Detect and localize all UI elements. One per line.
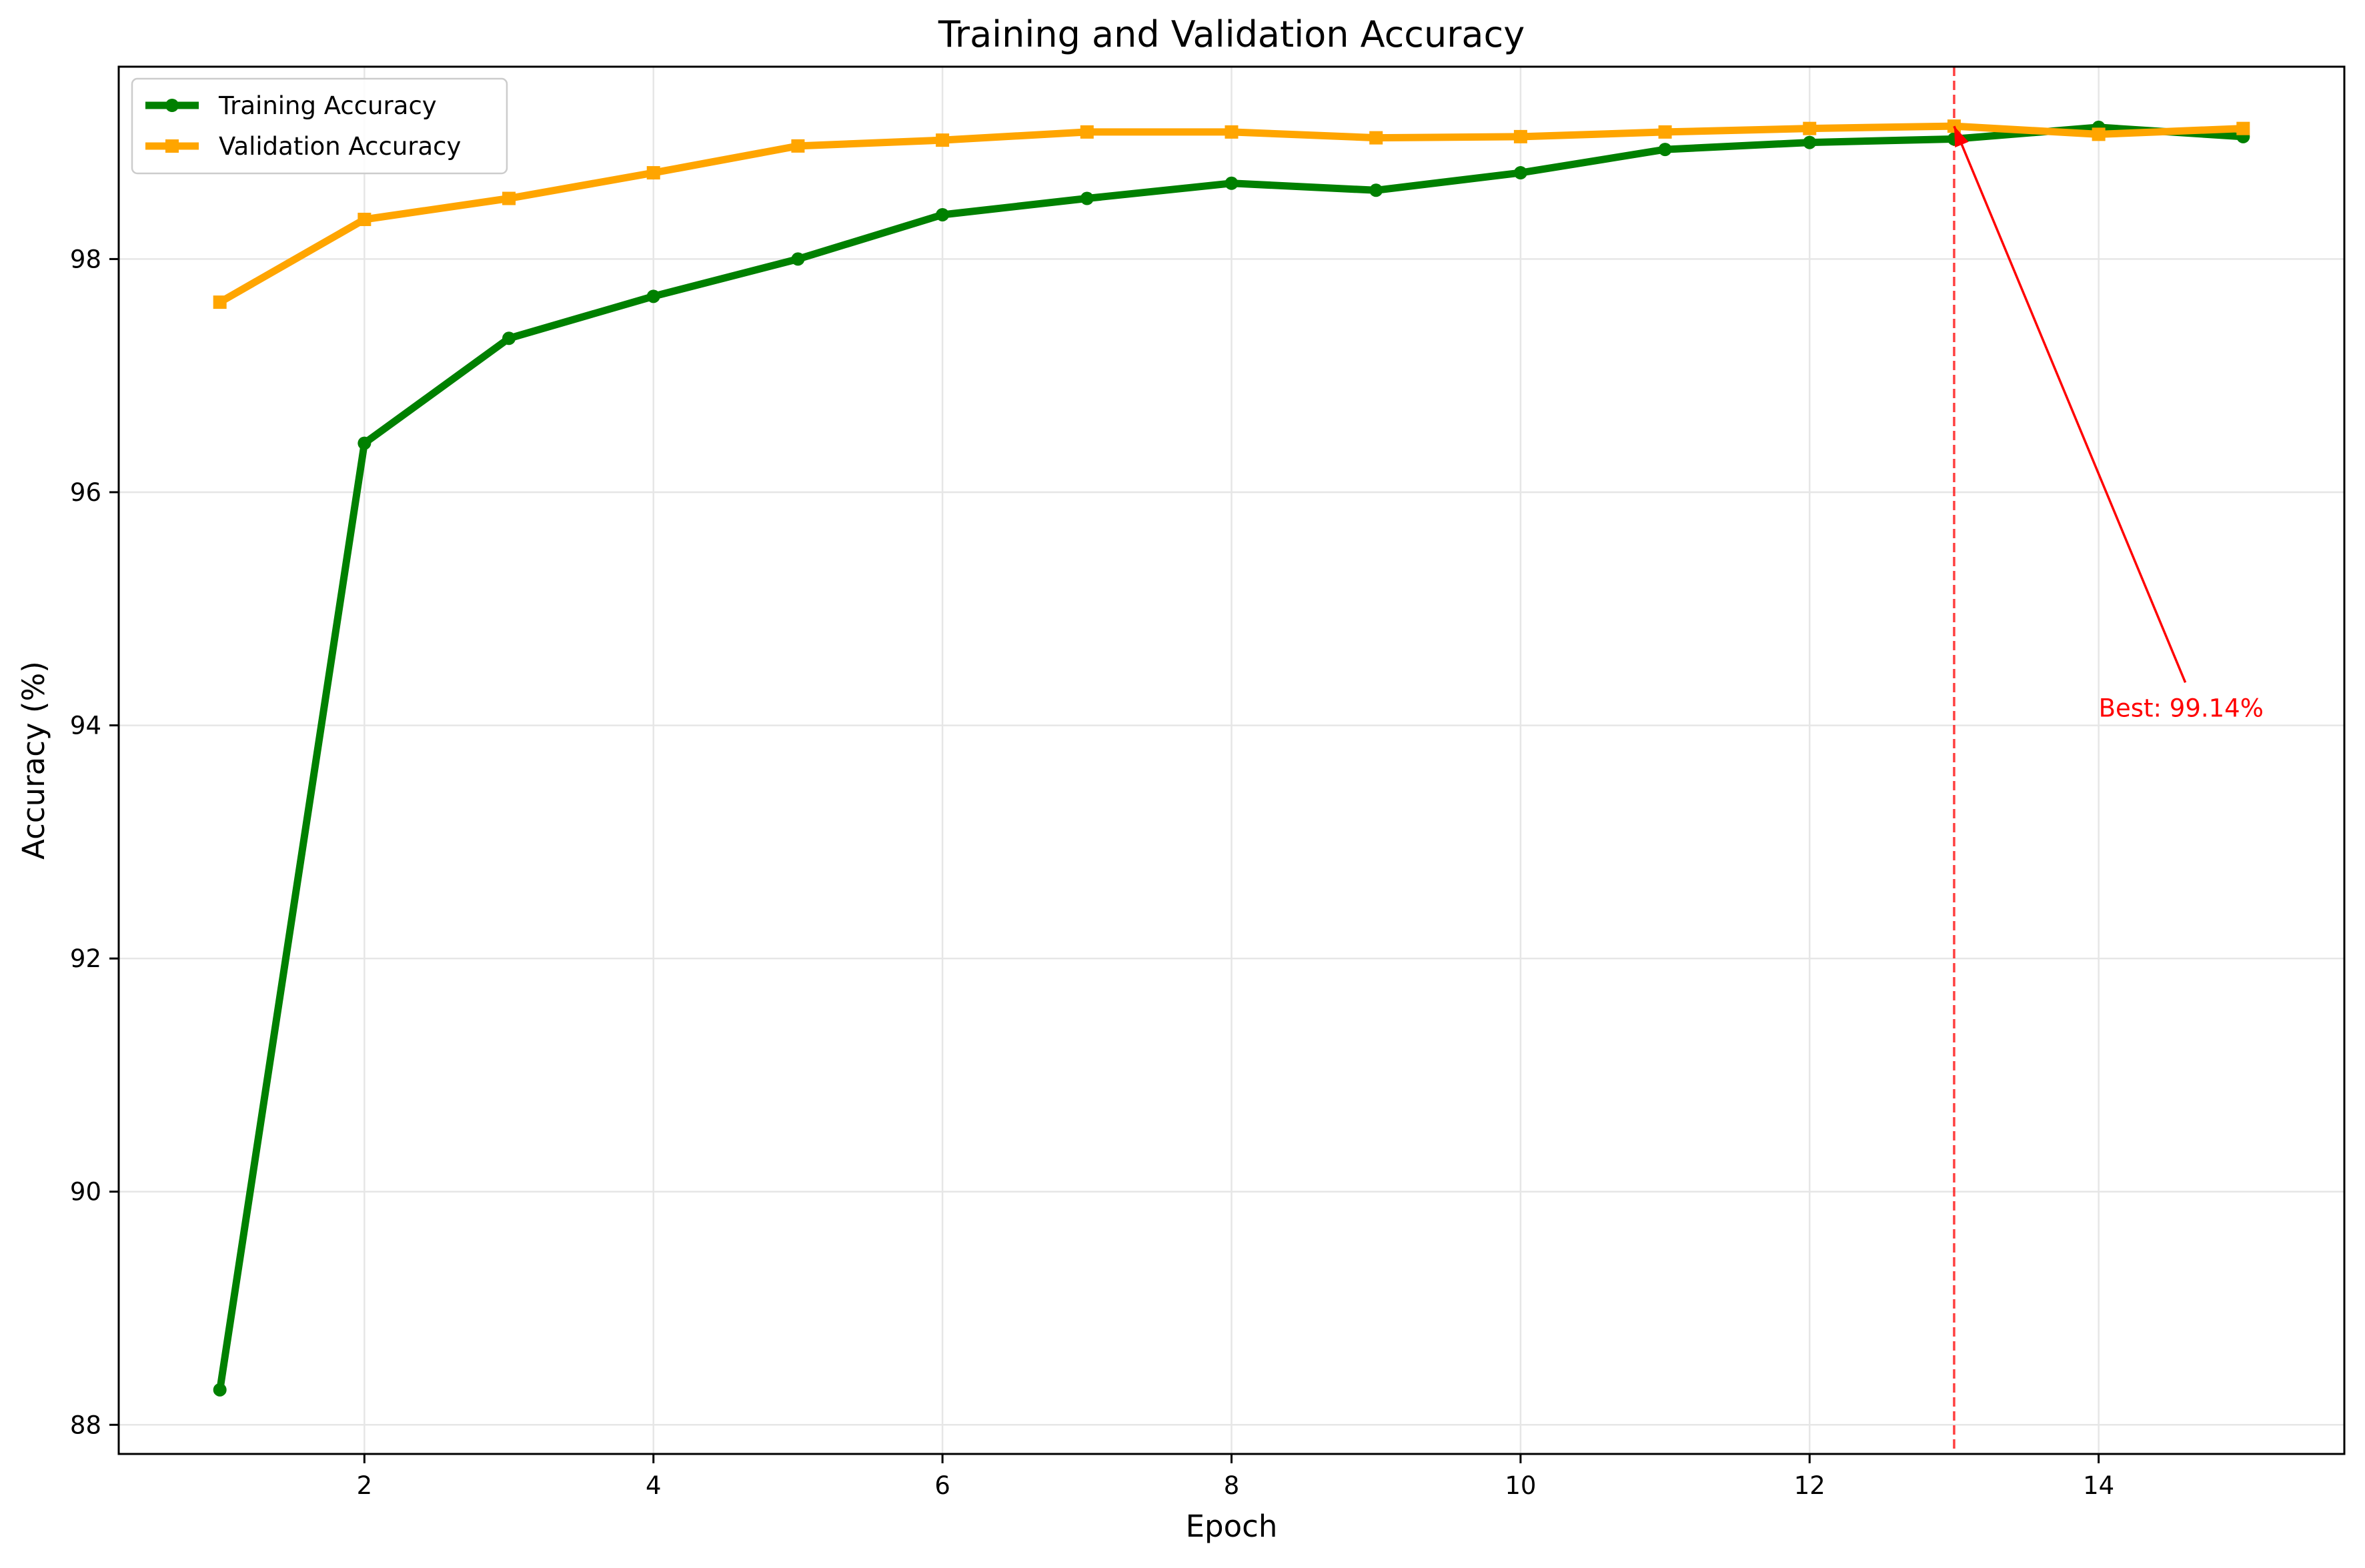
y-tick-label: 98 xyxy=(70,245,101,273)
data-point xyxy=(502,331,516,345)
data-point xyxy=(791,139,805,153)
data-point xyxy=(1369,131,1383,145)
x-tick-label: 10 xyxy=(1505,1471,1536,1500)
data-point xyxy=(213,295,227,309)
annotation-label: Best: 99.14% xyxy=(2099,694,2264,722)
chart-title: Training and Validation Accuracy xyxy=(938,13,1525,55)
legend-marker xyxy=(165,139,179,153)
data-point xyxy=(1803,121,1817,135)
data-point xyxy=(2092,127,2106,141)
x-tick-label: 6 xyxy=(934,1471,950,1500)
grid-layer xyxy=(119,67,2344,1454)
data-point xyxy=(2236,121,2250,135)
data-point xyxy=(1803,135,1817,149)
annotation-arrowhead xyxy=(1953,126,1969,148)
legend-marker xyxy=(165,99,179,112)
y-axis-label: Accuracy (%) xyxy=(16,661,51,860)
data-point xyxy=(646,166,660,180)
x-tick-label: 4 xyxy=(646,1471,662,1500)
data-point xyxy=(1658,125,1672,139)
data-point xyxy=(1513,166,1527,180)
x-tick-label: 12 xyxy=(1794,1471,1825,1500)
axes-layer: 2 4 6 8 10 12 14 88 90 92 94 96 98 xyxy=(70,65,2346,1500)
data-point xyxy=(1658,143,1672,157)
y-tick-label: 96 xyxy=(70,478,101,507)
y-tick-label: 90 xyxy=(70,1178,101,1207)
x-tick-label: 2 xyxy=(357,1471,373,1500)
data-point xyxy=(213,1383,227,1397)
data-point xyxy=(1080,191,1094,205)
legend-label: Training Accuracy xyxy=(218,91,437,120)
data-point xyxy=(1225,176,1239,190)
x-tick-label: 14 xyxy=(2083,1471,2114,1500)
data-point xyxy=(1225,125,1239,139)
data-point xyxy=(936,133,950,147)
legend-label: Validation Accuracy xyxy=(219,132,461,161)
data-point xyxy=(1369,183,1383,197)
data-point xyxy=(1513,129,1527,143)
series-layer xyxy=(213,119,2250,1397)
y-tick-label: 92 xyxy=(70,944,101,973)
legend-box xyxy=(131,77,508,175)
legend-layer: Training Accuracy Validation Accuracy xyxy=(131,77,508,175)
data-point xyxy=(646,289,660,303)
data-point xyxy=(1080,125,1094,139)
x-tick-label: 8 xyxy=(1224,1471,1240,1500)
data-point xyxy=(357,436,371,450)
y-tick-label: 94 xyxy=(70,712,101,740)
x-axis-label: Epoch xyxy=(1186,1509,1278,1544)
data-point xyxy=(502,191,516,205)
y-tick-label: 88 xyxy=(70,1411,101,1439)
annotation-layer: Best: 99.14% xyxy=(1953,125,2264,722)
data-point xyxy=(936,207,950,221)
data-point xyxy=(791,252,805,266)
data-point xyxy=(357,212,371,226)
annotation-arrow xyxy=(1953,125,2187,684)
